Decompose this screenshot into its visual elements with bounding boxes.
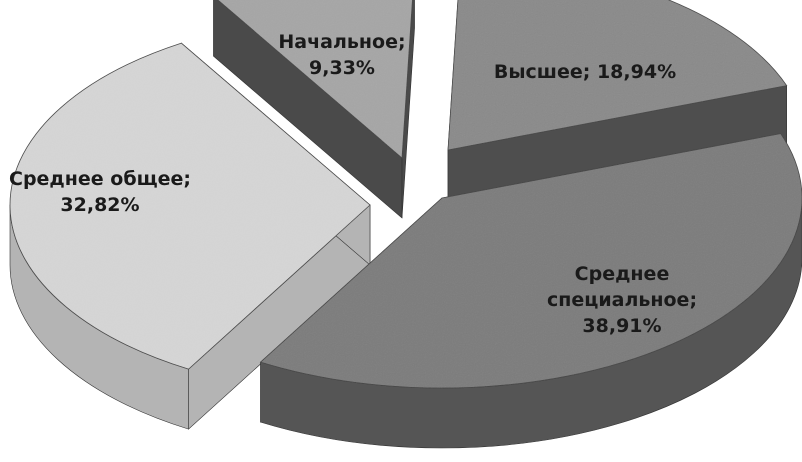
pie-slice-3 [9, 42, 371, 430]
slice-label-2: Среднее специальное; 38,91% [547, 263, 697, 337]
slice-top [9, 42, 371, 370]
slice-label-4: Начальное; 9,33% [278, 31, 405, 79]
pie-slice-4 [213, 0, 415, 219]
pie-slice-1 [447, 0, 788, 211]
slice-top [217, 0, 413, 159]
slice-label-3: Среднее общее; 32,82% [9, 168, 191, 216]
slice-top [447, 0, 788, 151]
pie-slice-2 [259, 133, 802, 449]
slice-label-1: Высшее; 18,94% [494, 61, 676, 83]
